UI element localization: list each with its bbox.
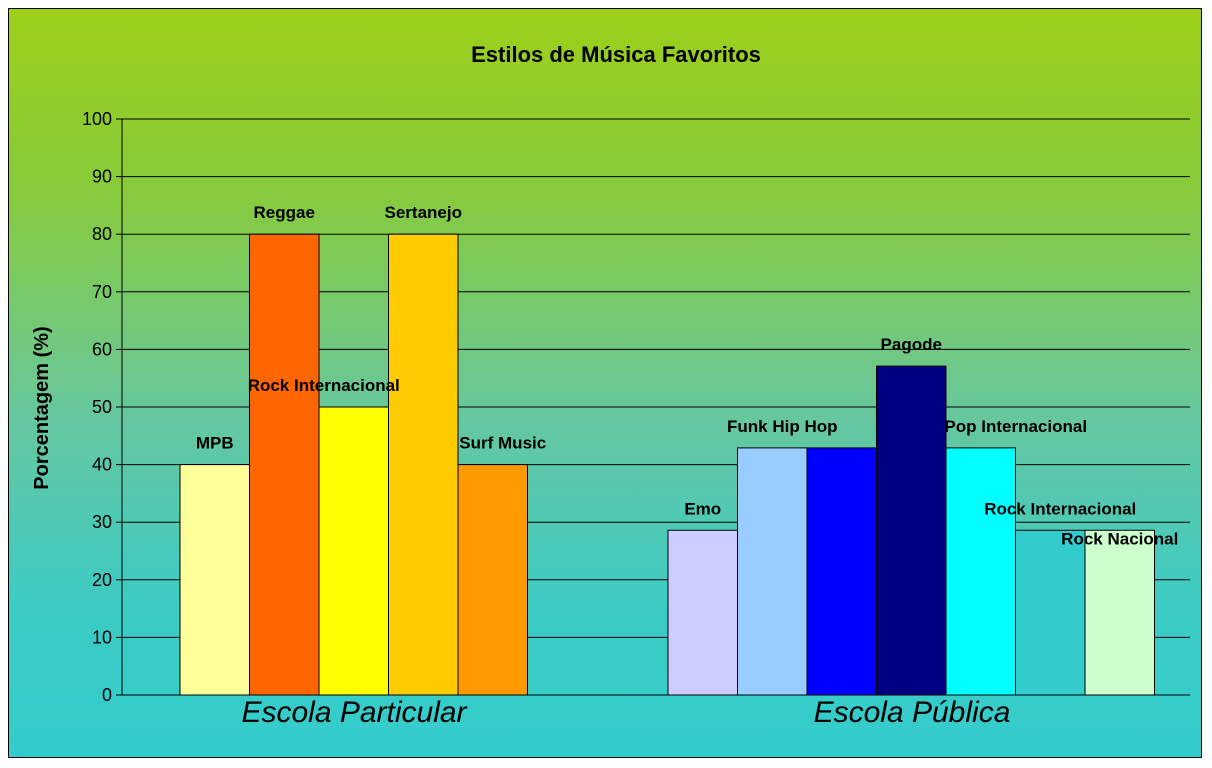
- bar: [876, 365, 947, 696]
- bar-data-label: Rock Nacional: [1061, 529, 1178, 548]
- y-tick-label: 70: [92, 282, 112, 302]
- bar-data-label: Reggae: [254, 203, 315, 222]
- bar-data-label: Pop Internacional: [944, 417, 1087, 436]
- y-tick-label: 30: [92, 512, 112, 532]
- chart-title: Estilos de Música Favoritos: [471, 42, 761, 67]
- bar: [1084, 529, 1155, 696]
- y-axis-label: Porcentagem (%): [31, 326, 53, 489]
- x-category-label: Escola Pública: [814, 696, 1011, 729]
- y-tick-label: 60: [92, 339, 112, 359]
- bar-data-label: Emo: [684, 499, 721, 518]
- bar: [806, 447, 877, 696]
- bar-data-label: Surf Music: [459, 434, 546, 453]
- bar: [249, 233, 320, 696]
- bar: [318, 406, 389, 696]
- bar: [945, 447, 1016, 696]
- y-tick-label: 80: [92, 224, 112, 244]
- bar-data-label: Rock Internacional: [984, 499, 1136, 518]
- bar-data-label: MPB: [196, 434, 234, 453]
- bar: [388, 233, 459, 696]
- y-tick-label: 90: [92, 167, 112, 187]
- bar: [667, 529, 738, 696]
- bar-data-label: Sertanejo: [385, 203, 462, 222]
- bar: [457, 464, 528, 696]
- y-tick-label: 20: [92, 570, 112, 590]
- y-tick-label: 100: [82, 109, 112, 129]
- bar-data-label: Funk Hip Hop: [727, 417, 837, 436]
- y-tick-label: 0: [102, 685, 112, 705]
- y-tick-label: 40: [92, 455, 112, 475]
- bar-data-label: Pagode: [881, 335, 942, 354]
- bar: [179, 464, 250, 696]
- y-tick-label: 10: [92, 627, 112, 647]
- bar: [1015, 529, 1086, 696]
- bar-data-label: Rock Internacional: [248, 376, 400, 395]
- bar: [737, 447, 808, 696]
- y-tick-label: 50: [92, 397, 112, 417]
- x-category-label: Escola Particular: [241, 696, 467, 729]
